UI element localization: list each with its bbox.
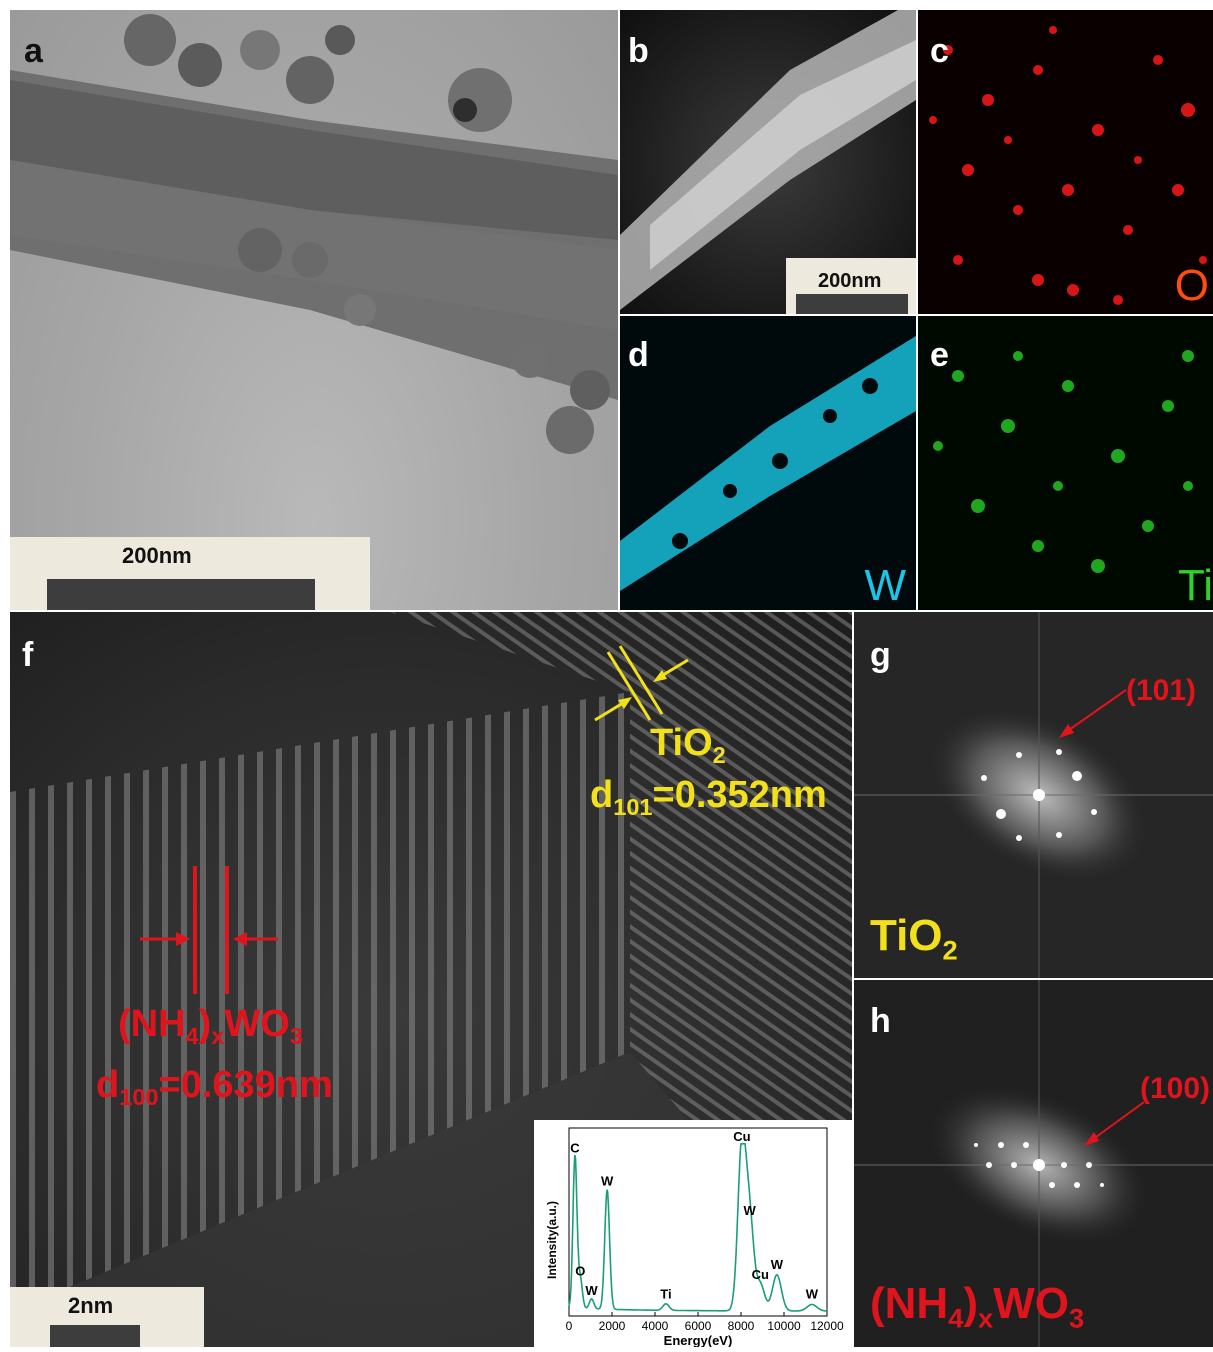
panel-d-tungsten-map: d W: [620, 316, 916, 610]
scale-bar-label: 200nm: [122, 543, 192, 568]
eds-x-axis-label: Energy(eV): [664, 1333, 733, 1347]
eds-peak-label: Ti: [660, 1287, 671, 1302]
scale-bar: [50, 1325, 140, 1347]
eds-peak-label: Cu: [752, 1267, 769, 1282]
miller-index-100: (100): [1140, 1072, 1211, 1105]
eds-peak-label: W: [601, 1173, 614, 1188]
eds-peak-label: W: [585, 1283, 598, 1298]
eds-x-tick-label: 6000: [685, 1319, 712, 1333]
panel-label-f: f: [22, 636, 34, 674]
tio2-d-spacing: d101=0.352nm: [590, 774, 827, 821]
scale-bar-box: 200nm: [10, 537, 370, 610]
oxygen-map-dots: [929, 26, 1207, 305]
eds-peak-label: W: [743, 1203, 756, 1218]
scale-bar-label: 2nm: [68, 1293, 114, 1318]
eds-peak-label: O: [575, 1264, 585, 1279]
nanobelt-image: [10, 14, 618, 454]
scale-bar: [47, 579, 315, 610]
panel-e-titanium-map: e Ti: [918, 316, 1213, 610]
nh4wo3-fringe-marker: [140, 866, 278, 994]
fft-pattern-tio2: [854, 612, 1213, 978]
eds-peak-label: W: [771, 1257, 784, 1272]
panel-c-oxygen-map: c O: [918, 10, 1213, 314]
miller-index-101: (101): [1126, 674, 1197, 707]
eds-peak-label: Cu: [733, 1129, 750, 1144]
index-arrow-100: [1084, 1101, 1145, 1146]
titanium-map-dots: [933, 350, 1194, 573]
panel-label-a: a: [24, 32, 43, 70]
element-label-oxygen: O: [1174, 261, 1209, 310]
panel-label-e: e: [930, 336, 949, 374]
index-arrow-101: [1059, 689, 1127, 738]
eds-peak-label: C: [570, 1141, 580, 1156]
eds-x-tick-label: 0: [566, 1319, 573, 1333]
panel-g-fft-tio2: g (101) TiO2: [854, 612, 1213, 978]
scale-bar-label: 200nm: [818, 270, 882, 292]
eds-x-tick-label: 12000: [810, 1319, 844, 1333]
eds-y-axis-label: Intensity(a.u.): [545, 1201, 559, 1279]
element-label-tungsten: W: [864, 561, 906, 610]
scale-bar-box: 2nm: [10, 1287, 204, 1347]
scale-bar-box: 200nm: [786, 258, 916, 314]
panel-label-g: g: [870, 636, 891, 674]
scale-bar: [796, 294, 908, 314]
element-label-titanium: Ti: [1177, 561, 1213, 610]
fft-material-label-nh4wo3: (NH4)xWO3: [870, 1279, 1085, 1334]
eds-x-tick-label: 10000: [767, 1319, 801, 1333]
eds-spectrum-inset: Intensity(a.u.) Energy(eV) C O W W Ti Cu W Cu W W…: [534, 1120, 852, 1348]
eds-x-tick-label: 4000: [642, 1319, 669, 1333]
eds-x-tick-label: 8000: [728, 1319, 755, 1333]
panel-label-c: c: [930, 32, 949, 70]
eds-x-tick-label: 2000: [599, 1319, 626, 1333]
eds-spectrum-line: [568, 1142, 828, 1312]
tio2-fringe-marker: [594, 645, 689, 722]
nh4wo3-d-spacing: d100=0.639nm: [96, 1064, 333, 1111]
eds-plot-frame: [568, 1127, 828, 1317]
fft-material-label-tio2: TiO2: [870, 911, 958, 966]
haadf-nanobelt: [620, 10, 916, 310]
fft-pattern-nh4wo3: [854, 980, 1213, 1347]
nh4wo3-label: (NH4)xWO3: [118, 1003, 303, 1050]
tio2-label: TiO2: [650, 722, 726, 769]
panel-a-tem-image: a 200nm: [10, 10, 618, 610]
eds-peak-label: W: [806, 1287, 819, 1302]
panel-label-b: b: [628, 32, 649, 70]
panel-b-haadf-image: b 200nm: [620, 10, 916, 314]
tungsten-map-band: [620, 336, 916, 591]
panel-h-fft-nh4wo3: h (100) (NH4)xWO3: [854, 980, 1213, 1347]
eds-spectrum-chart: Intensity(a.u.) Energy(eV) COWWTiCuWCuWW…: [545, 1127, 844, 1348]
panel-label-h: h: [870, 1002, 891, 1040]
panel-label-d: d: [628, 336, 649, 374]
